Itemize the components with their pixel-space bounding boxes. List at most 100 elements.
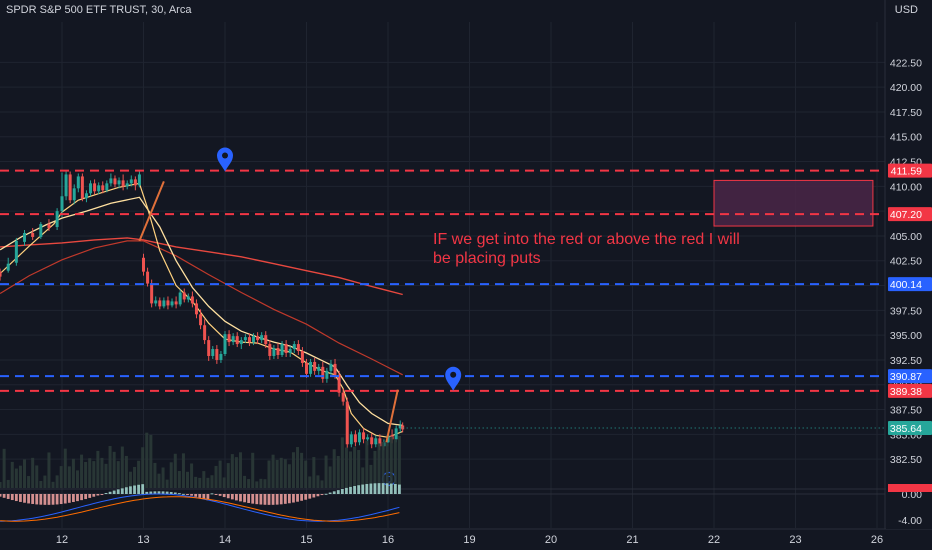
trend-line[interactable]: [138, 181, 165, 242]
macd-histogram-bar: [320, 494, 324, 496]
volume-bar: [365, 440, 369, 488]
macd-histogram-bar: [259, 494, 263, 505]
macd-histogram-bar: [389, 483, 393, 494]
volume-bar: [169, 462, 173, 488]
price-axis-tick-label: 405.00: [890, 231, 922, 243]
candle-body: [146, 271, 150, 284]
macd-histogram-bar: [80, 494, 83, 501]
time-axis-tick-label: 15: [300, 534, 312, 546]
volume-bar: [149, 434, 153, 488]
macd-histogram-bar: [202, 494, 206, 500]
time-axis-tick-label: 13: [137, 534, 149, 546]
macd-histogram-bar: [133, 485, 136, 494]
volume-bar: [47, 452, 51, 488]
volume-bar: [357, 449, 361, 488]
volume-bar: [389, 436, 393, 488]
candle-body: [366, 437, 370, 440]
candle-body: [154, 300, 158, 304]
volume-bar: [210, 475, 214, 488]
candle-body: [264, 335, 268, 345]
volume-bar: [59, 466, 63, 488]
volume-bar: [55, 475, 59, 488]
macd-histogram-bar: [332, 491, 336, 494]
candle-body: [166, 300, 170, 306]
macd-histogram-bar: [361, 484, 365, 494]
volume-bar: [100, 457, 104, 488]
map-pin-icon[interactable]: [217, 147, 233, 172]
candle-body: [117, 180, 121, 185]
candle-body: [300, 351, 304, 363]
price-axis-tick-label: 395.00: [890, 330, 922, 342]
volume-bar: [124, 455, 128, 488]
macd-histogram-bar: [239, 494, 242, 502]
volume-bar: [361, 467, 365, 488]
price-level-tag: [888, 383, 932, 398]
volume-bar: [230, 454, 234, 488]
volume-bar: [92, 461, 96, 488]
volume-bar: [381, 441, 385, 488]
macd-histogram-bar: [2, 494, 6, 498]
dividend-marker-label: D: [386, 475, 393, 485]
macd-histogram-bar: [381, 483, 385, 494]
macd-histogram-bar: [23, 494, 26, 503]
price-level-tag: [888, 369, 932, 384]
candle-body: [39, 224, 43, 237]
volume-bar: [267, 460, 271, 488]
volume-bar: [96, 450, 100, 488]
volume-bar: [291, 452, 295, 488]
candle-body: [219, 353, 223, 360]
volume-bar: [141, 447, 145, 488]
volume-bar: [35, 465, 39, 488]
price-axis-tick-label: 417.50: [890, 107, 922, 119]
volume-bar: [43, 475, 47, 488]
candle-body: [227, 334, 231, 343]
volume-bar: [190, 463, 194, 488]
volume-bar: [373, 450, 377, 488]
candle-body: [231, 336, 235, 343]
macd-histogram-bar: [6, 494, 10, 499]
candle-body: [142, 257, 145, 272]
volume-bar: [234, 457, 238, 488]
macd-value-tag: [888, 484, 932, 492]
candle-body: [6, 263, 10, 271]
price-zone[interactable]: [713, 179, 874, 227]
volume-bar: [238, 452, 242, 488]
candle-body: [64, 174, 68, 197]
macd-histogram-bar: [243, 494, 246, 503]
macd-histogram-bar: [43, 494, 47, 505]
candle-body: [93, 183, 97, 192]
moving-average-mid: [0, 196, 403, 427]
candle-body: [211, 349, 215, 356]
trend-line[interactable]: [385, 389, 399, 443]
macd-histogram-bar: [365, 483, 369, 494]
candle-body: [276, 348, 280, 355]
candle-body: [55, 211, 59, 228]
price-level-tag-label: 389.38: [890, 386, 922, 398]
volume-bar: [344, 447, 348, 488]
candle-body: [260, 335, 264, 341]
volume-bar: [116, 461, 120, 488]
candle-body: [47, 224, 51, 229]
candle-body: [268, 344, 272, 356]
candle-body: [341, 392, 345, 402]
map-pin-icon[interactable]: [445, 366, 462, 391]
candle-body: [23, 232, 27, 242]
time-axis-tick-label: 20: [545, 534, 557, 546]
volume-bar: [287, 464, 291, 488]
candle-body: [129, 179, 133, 184]
macd-histogram-bar: [169, 491, 173, 494]
volume-bar: [251, 452, 255, 488]
macd-histogram-bar: [67, 494, 71, 503]
volume-bar: [377, 443, 381, 488]
volume-bar: [202, 471, 206, 488]
candle-body: [105, 183, 109, 191]
volume-bar: [112, 451, 116, 488]
price-level-tag: [888, 277, 932, 292]
macd-histogram-bar: [10, 494, 14, 501]
macd-histogram-bar: [27, 494, 30, 504]
candle-body: [288, 349, 292, 354]
macd-histogram-bar: [373, 483, 377, 494]
macd-histogram-bar: [357, 485, 361, 494]
candle-body: [137, 174, 141, 186]
